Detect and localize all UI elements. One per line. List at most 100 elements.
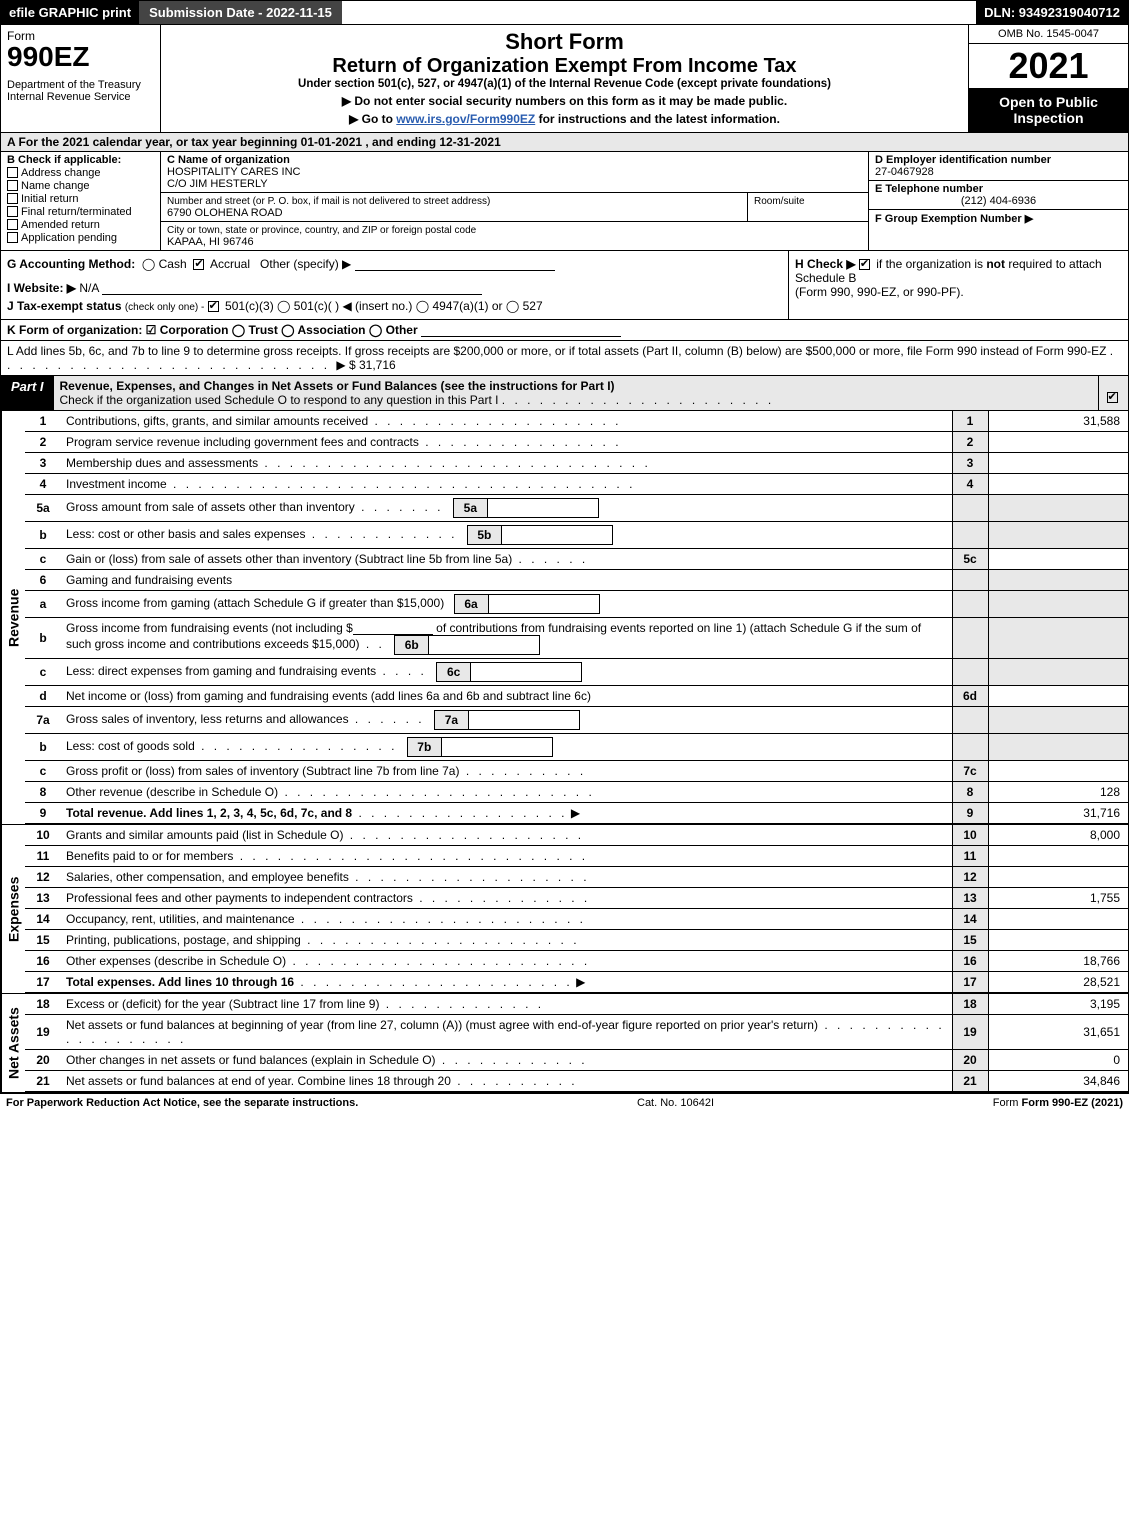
return-title: Return of Organization Exempt From Incom… (167, 55, 962, 78)
org-co: C/O JIM HESTERLY (167, 178, 268, 190)
j-tax-exempt: J Tax-exempt status (check only one) - 5… (7, 299, 782, 313)
j-sub: (check only one) - (125, 302, 204, 313)
phone-cell: E Telephone number (212) 404-6936 (869, 181, 1128, 210)
chk-amended-return[interactable]: Amended return (7, 219, 154, 231)
j-501c3-check[interactable] (208, 301, 219, 312)
i-label: I Website: ▶ (7, 281, 76, 295)
website-line (102, 283, 482, 295)
expenses-side-label: Expenses (1, 825, 25, 993)
g-cash[interactable]: Cash (159, 257, 187, 271)
chk-name-change[interactable]: Name change (7, 180, 154, 192)
group-exemption-cell: F Group Exemption Number ▶ (869, 210, 1128, 227)
line-10: 10 Grants and similar amounts paid (list… (25, 825, 1128, 846)
chk-initial-return[interactable]: Initial return (7, 193, 154, 205)
part1-title: Revenue, Expenses, and Changes in Net As… (54, 376, 1098, 410)
h-check[interactable] (859, 259, 870, 270)
section-b-block: B Check if applicable: Address change Na… (0, 152, 1129, 251)
efile-print-label[interactable]: efile GRAPHIC print (1, 1, 139, 24)
l-arrow: ▶ $ (336, 358, 355, 372)
line-7a: 7a Gross sales of inventory, less return… (25, 706, 1128, 733)
line-6d: d Net income or (loss) from gaming and f… (25, 685, 1128, 706)
section-b-right: D Employer identification number 27-0467… (868, 152, 1128, 250)
omb-number: OMB No. 1545-0047 (969, 25, 1128, 44)
line-5a: 5a Gross amount from sale of assets othe… (25, 494, 1128, 521)
g-other[interactable]: Other (specify) ▶ (260, 257, 351, 271)
inline-box-5a: 5a (453, 498, 599, 518)
line-13: 13 Professional fees and other payments … (25, 887, 1128, 908)
g-accrual-check[interactable] (193, 259, 204, 270)
chk-address-change[interactable]: Address change (7, 167, 154, 179)
goto-pre: ▶ Go to (349, 112, 396, 126)
goto-post: for instructions and the latest informat… (535, 112, 780, 126)
expenses-table: 10 Grants and similar amounts paid (list… (25, 825, 1128, 993)
inline-box-7a: 7a (434, 710, 580, 730)
dept-treasury: Department of the Treasury (7, 79, 154, 91)
irs-link[interactable]: www.irs.gov/Form990EZ (396, 112, 535, 126)
section-b-mid: C Name of organization HOSPITALITY CARES… (161, 152, 868, 250)
f-label: F Group Exemption Number ▶ (875, 213, 1033, 225)
expenses-section: Expenses 10 Grants and similar amounts p… (0, 824, 1129, 993)
revenue-table: 1 Contributions, gifts, grants, and simi… (25, 411, 1128, 824)
line-17: 17 Total expenses. Add lines 10 through … (25, 971, 1128, 992)
inline-box-6c: 6c (436, 662, 582, 682)
top-bar: efile GRAPHIC print Submission Date - 20… (0, 0, 1129, 25)
line-6b: b Gross income from fundraising events (… (25, 617, 1128, 658)
inline-box-7b: 7b (407, 737, 553, 757)
part1-label: Part I (1, 376, 54, 410)
website-value: N/A (79, 281, 98, 295)
gh-row: G Accounting Method: ◯ Cash Accrual Othe… (0, 251, 1129, 320)
line-8: 8 Other revenue (describe in Schedule O)… (25, 781, 1128, 802)
gh-left: G Accounting Method: ◯ Cash Accrual Othe… (1, 251, 788, 319)
form-number: 990EZ (7, 43, 154, 71)
line-3: 3 Membership dues and assessments . . . … (25, 452, 1128, 473)
part1-subtitle: Check if the organization used Schedule … (60, 393, 499, 407)
city-label: City or town, state or province, country… (167, 225, 476, 236)
chk-application-pending[interactable]: Application pending (7, 232, 154, 244)
chk-final-return[interactable]: Final return/terminated (7, 206, 154, 218)
line-2: 2 Program service revenue including gove… (25, 431, 1128, 452)
line-6a: a Gross income from gaming (attach Sched… (25, 590, 1128, 617)
line-desc: Contributions, gifts, grants, and simila… (61, 411, 952, 432)
addr-label: Number and street (or P. O. box, if mail… (167, 196, 490, 207)
line-16: 16 Other expenses (describe in Schedule … (25, 950, 1128, 971)
line-6c: c Less: direct expenses from gaming and … (25, 658, 1128, 685)
public-inspection-badge: Open to Public Inspection (969, 88, 1128, 132)
l-amount: 31,716 (359, 358, 396, 372)
street-address: 6790 OLOHENA ROAD (167, 207, 283, 219)
line-amt: 31,588 (988, 411, 1128, 432)
ein-cell: D Employer identification number 27-0467… (869, 152, 1128, 181)
line-7b: b Less: cost of goods sold . . . . . . .… (25, 733, 1128, 760)
dln-label: DLN: 93492319040712 (976, 1, 1128, 24)
line-5c: c Gain or (loss) from sale of assets oth… (25, 548, 1128, 569)
inline-box-6b: 6b (394, 635, 540, 655)
part1-check[interactable] (1098, 376, 1128, 410)
goto-instructions: ▶ Go to www.irs.gov/Form990EZ for instru… (167, 112, 962, 126)
line-1: 1 Contributions, gifts, grants, and simi… (25, 411, 1128, 432)
org-name-cell: C Name of organization HOSPITALITY CARES… (161, 152, 868, 193)
section-subtitle: Under section 501(c), 527, or 4947(a)(1)… (167, 78, 962, 90)
k-other-line (421, 325, 621, 337)
line-9: 9 Total revenue. Add lines 1, 2, 3, 4, 5… (25, 802, 1128, 823)
h-text1: H Check ▶ (795, 257, 859, 271)
line-20: 20 Other changes in net assets or fund b… (25, 1049, 1128, 1070)
ein-value: 27-0467928 (875, 166, 934, 178)
form-header: Form 990EZ Department of the Treasury In… (0, 25, 1129, 133)
h-not: not (986, 257, 1005, 271)
short-form-title: Short Form (167, 29, 962, 55)
line-18: 18 Excess or (deficit) for the year (Sub… (25, 994, 1128, 1015)
h-text4: (Form 990, 990-EZ, or 990-PF). (795, 285, 964, 299)
line-6: 6 Gaming and fundraising events (25, 569, 1128, 590)
g-accounting-method: G Accounting Method: ◯ Cash Accrual Othe… (7, 257, 782, 271)
line-19: 19 Net assets or fund balances at beginn… (25, 1014, 1128, 1049)
line-4: 4 Investment income . . . . . . . . . . … (25, 473, 1128, 494)
line-15: 15 Printing, publications, postage, and … (25, 929, 1128, 950)
part1-title-main: Revenue, Expenses, and Changes in Net As… (60, 379, 615, 393)
line-5b: b Less: cost or other basis and sales ex… (25, 521, 1128, 548)
l-text: L Add lines 5b, 6c, and 7b to line 9 to … (7, 344, 1106, 358)
k-form-of-org: K Form of organization: ☑ Corporation ◯ … (0, 320, 1129, 341)
revenue-side-label: Revenue (1, 411, 25, 824)
l-gross-receipts: L Add lines 5b, 6c, and 7b to line 9 to … (0, 341, 1129, 376)
h-block: H Check ▶ if the organization is not req… (788, 251, 1128, 319)
netassets-side-label: Net Assets (1, 994, 25, 1092)
part1-header: Part I Revenue, Expenses, and Changes in… (0, 376, 1129, 411)
